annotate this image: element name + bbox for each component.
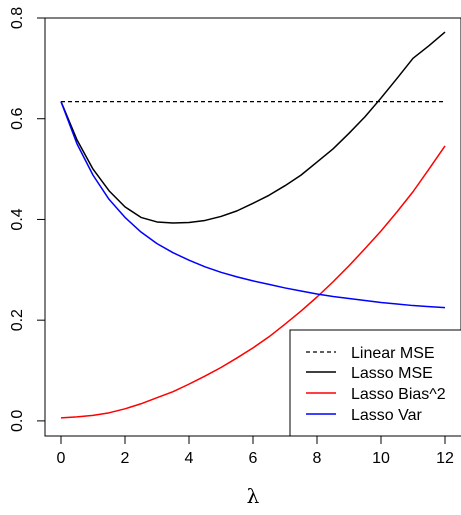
series-line-lasso-var — [60, 101, 446, 309]
y-axis: 0.0 0.2 0.4 0.6 0.8 — [9, 7, 45, 432]
legend-label-lasso-var: Lasso Var — [351, 407, 423, 424]
legend-label-lasso-bias2: Lasso Bias^2 — [351, 386, 446, 403]
x-axis-title: λ — [247, 484, 260, 508]
legend: Linear MSE Lasso MSE Lasso Bias^2 Lasso … — [289, 329, 461, 437]
x-tick-label: 12 — [436, 450, 454, 467]
y-tick-label: 0.4 — [9, 208, 26, 230]
x-axis: 0 2 4 6 8 10 12 — [57, 436, 454, 467]
x-tick-label: 6 — [249, 450, 258, 467]
y-tick-label: 0.8 — [9, 7, 26, 29]
x-tick-label: 8 — [313, 450, 322, 467]
x-tick-label: 4 — [185, 450, 194, 467]
x-tick-label: 10 — [372, 450, 390, 467]
series-line-lasso-bias-2 — [60, 145, 446, 419]
legend-label-lasso-mse: Lasso MSE — [351, 365, 433, 382]
y-tick-label: 0.2 — [9, 309, 26, 331]
x-tick-label: 0 — [57, 450, 66, 467]
legend-box — [289, 329, 461, 437]
y-tick-label: 0.6 — [9, 108, 26, 130]
series-line-lasso-mse — [60, 31, 446, 224]
series-layer — [60, 31, 446, 419]
x-tick-label: 2 — [121, 450, 130, 467]
y-tick-label: 0.0 — [9, 410, 26, 432]
legend-label-linear-mse: Linear MSE — [351, 345, 435, 362]
